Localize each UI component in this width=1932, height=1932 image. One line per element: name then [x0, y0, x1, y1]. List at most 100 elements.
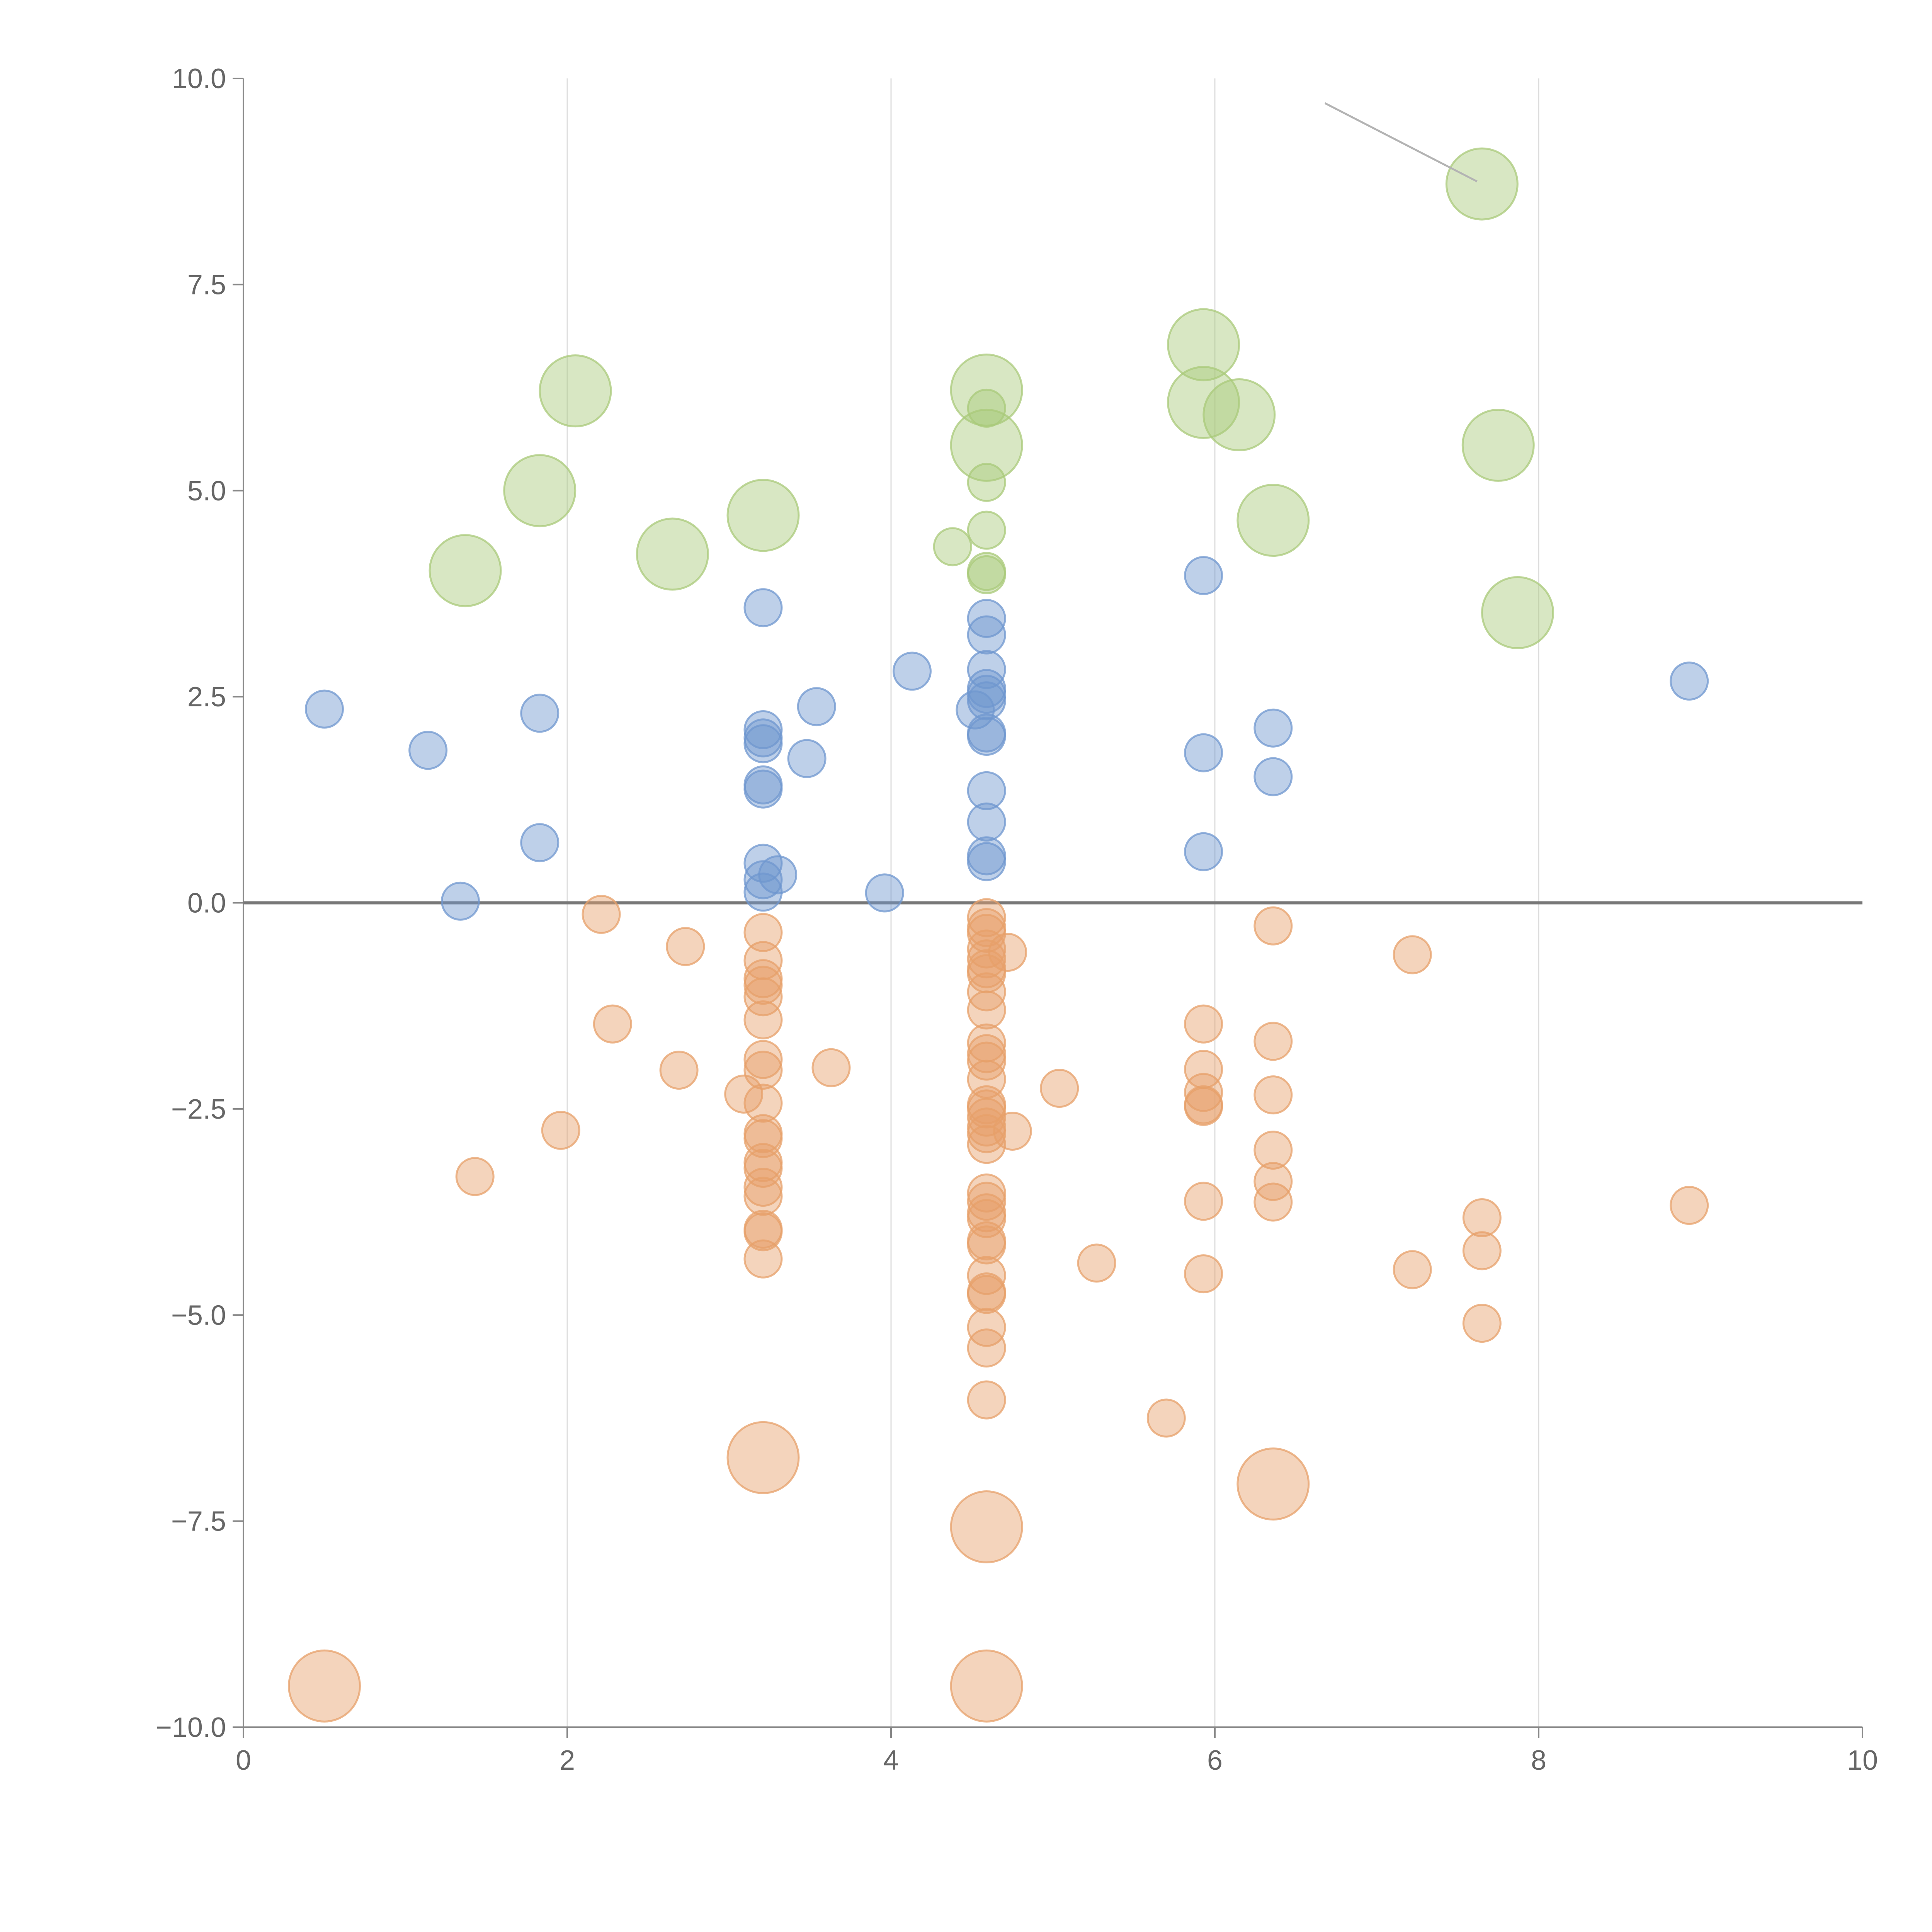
x-tick-label: 10 — [1847, 1745, 1878, 1776]
negative-point — [541, 1111, 580, 1150]
positive-large-point — [1202, 378, 1276, 451]
negative-large-point — [288, 1649, 361, 1723]
y-tick-label: 2.5 — [187, 682, 226, 713]
positive-point — [787, 739, 827, 778]
negative-point — [967, 898, 1006, 937]
y-tick-label: 0.0 — [187, 888, 226, 919]
annotation-leader-line — [1324, 102, 1478, 182]
positive-point — [743, 769, 783, 809]
positive-point — [967, 842, 1006, 881]
negative-point — [1253, 1075, 1293, 1115]
positive-large-point — [950, 408, 1023, 482]
positive-point — [1253, 757, 1293, 796]
negative-point — [1184, 1087, 1223, 1126]
positive-small-point — [967, 388, 1006, 428]
negative-point — [967, 990, 1006, 1030]
y-tick-label: −7.5 — [171, 1506, 226, 1537]
positive-large-point — [950, 353, 1023, 427]
x-tick-label: 0 — [236, 1745, 251, 1776]
negative-point — [743, 913, 783, 952]
y-tick-label: −2.5 — [171, 1094, 226, 1125]
positive-point — [743, 710, 783, 749]
y-tick-label: −5.0 — [171, 1300, 226, 1331]
negative-point — [967, 1225, 1006, 1265]
axes — [233, 78, 1863, 1738]
negative-point — [1184, 1254, 1223, 1294]
negative-point — [988, 933, 1027, 972]
positive-large-point — [429, 534, 502, 607]
positive-point — [1184, 832, 1223, 871]
negative-point — [1393, 935, 1432, 975]
positive-point — [305, 689, 344, 729]
negative-point — [967, 1380, 1006, 1420]
negative-point — [743, 1177, 783, 1216]
negative-point — [659, 1051, 699, 1090]
negative-large-point — [726, 1421, 800, 1494]
positive-point — [967, 771, 1006, 810]
positive-point — [967, 802, 1006, 842]
positive-large-point — [1236, 484, 1310, 557]
positive-point — [408, 731, 448, 770]
positive-point — [1184, 733, 1223, 772]
x-tick-label: 6 — [1207, 1745, 1223, 1776]
negative-point — [1253, 906, 1293, 946]
negative-point — [1253, 1022, 1293, 1061]
positive-point — [967, 599, 1006, 638]
positive-large-point — [1167, 308, 1240, 381]
negative-point — [1253, 1162, 1293, 1201]
negative-point — [1462, 1198, 1502, 1237]
positive-point — [440, 881, 480, 921]
negative-point — [967, 939, 1006, 979]
data-points — [288, 147, 1709, 1723]
negative-point — [1040, 1069, 1079, 1108]
positive-point — [865, 873, 904, 913]
y-tick-label: 10.0 — [172, 63, 226, 94]
x-tick-label: 2 — [560, 1745, 575, 1776]
positive-point — [743, 724, 783, 764]
negative-point — [811, 1048, 851, 1087]
positive-large-point — [539, 354, 612, 428]
negative-point — [967, 1097, 1006, 1137]
positive-point — [892, 651, 932, 691]
negative-point — [455, 1157, 495, 1196]
negative-point — [743, 1040, 783, 1079]
negative-point — [743, 977, 783, 1017]
positive-point — [797, 687, 836, 726]
negative-point — [967, 1308, 1006, 1347]
y-tick-label: −10.0 — [156, 1712, 226, 1743]
negative-point — [743, 1083, 783, 1123]
negative-large-point — [1236, 1447, 1310, 1521]
negative-point — [743, 1168, 783, 1207]
positive-point — [758, 855, 798, 895]
positive-point — [520, 823, 560, 862]
positive-small-point — [967, 510, 1006, 550]
negative-point — [1393, 1250, 1432, 1289]
positive-point — [1253, 708, 1293, 748]
annotations — [1324, 102, 1478, 182]
positive-large-point — [1445, 147, 1519, 221]
positive-large-point — [503, 454, 577, 527]
x-tick-label: 8 — [1531, 1745, 1546, 1776]
negative-point — [967, 1328, 1006, 1368]
y-tick-label: 5.0 — [187, 476, 226, 507]
negative-point — [743, 1212, 783, 1252]
positive-point — [967, 717, 1006, 756]
y-tick-label: 7.5 — [187, 269, 226, 300]
positive-point — [520, 694, 560, 733]
negative-point — [582, 895, 621, 934]
positive-point — [743, 860, 783, 900]
positive-small-point — [967, 463, 1006, 502]
negative-point — [967, 1125, 1006, 1164]
negative-point — [1670, 1185, 1709, 1225]
negative-point — [1077, 1243, 1116, 1283]
negative-point — [1184, 1073, 1223, 1112]
positive-large-point — [1481, 576, 1554, 650]
positive-small-point — [933, 527, 972, 566]
negative-point — [1184, 1182, 1223, 1221]
negative-point — [743, 1239, 783, 1279]
positive-large-point — [726, 479, 800, 552]
negative-large-point — [950, 1490, 1023, 1564]
negative-point — [743, 1051, 783, 1090]
negative-point — [1462, 1231, 1502, 1270]
positive-point — [967, 615, 1006, 655]
